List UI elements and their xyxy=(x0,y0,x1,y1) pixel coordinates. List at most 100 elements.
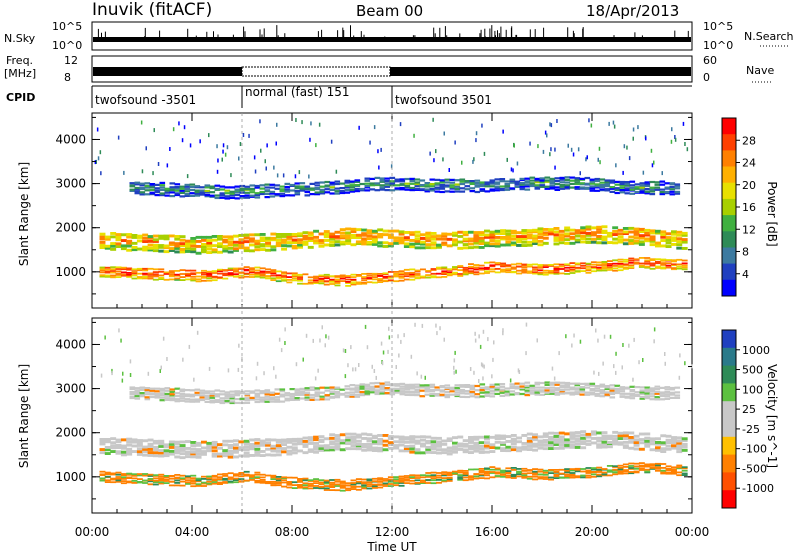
heatmap-cell xyxy=(569,388,576,391)
heatmap-cell xyxy=(339,234,346,238)
nsearch-tick-low: 10^0 xyxy=(703,39,733,52)
heatmap-cell xyxy=(500,473,507,476)
heatmap-cell xyxy=(309,188,316,191)
heatmap-cell xyxy=(394,384,401,387)
heatmap-sparse-cell xyxy=(475,138,477,143)
heatmap-sparse-cell xyxy=(222,143,225,148)
heatmap-cell xyxy=(622,466,629,468)
heatmap-cell xyxy=(462,450,469,454)
heatmap-cell xyxy=(526,475,533,478)
heatmap-cell xyxy=(174,387,181,390)
heatmap-cell xyxy=(484,272,490,274)
freq-tick-low: 8 xyxy=(64,71,71,84)
heatmap-cell xyxy=(259,233,266,236)
heatmap-cell xyxy=(532,266,539,269)
heatmap-cell xyxy=(158,445,165,448)
heatmap-cell xyxy=(359,187,366,191)
heatmap-cell xyxy=(227,472,234,475)
heatmap-sparse-cell xyxy=(443,337,445,342)
heatmap-cell xyxy=(214,399,221,402)
heatmap-cell xyxy=(617,441,624,445)
heatmap-cell xyxy=(147,451,154,454)
heatmap-cell xyxy=(307,450,314,453)
heatmap-sparse-cell xyxy=(169,147,171,151)
heatmap-cell xyxy=(479,395,486,398)
heatmap-sparse-cell xyxy=(122,371,124,376)
heatmap-cell xyxy=(441,480,448,483)
heatmap-cell xyxy=(126,437,133,441)
heatmap-cell xyxy=(452,450,458,454)
heatmap-cell xyxy=(459,187,466,190)
heatmap-cell xyxy=(504,180,511,183)
heatmap-cell xyxy=(584,382,591,385)
heatmap-cell xyxy=(259,276,266,279)
heatmap-cell xyxy=(436,267,442,270)
heatmap-sparse-cell xyxy=(550,147,552,152)
heatmap-cell xyxy=(534,186,541,189)
heatmap-cell xyxy=(377,477,384,480)
heatmap-cell xyxy=(319,398,326,401)
heatmap-cell xyxy=(596,466,603,469)
heatmap-sparse-cell xyxy=(335,169,338,174)
heatmap-cell xyxy=(474,190,481,194)
heatmap-cell xyxy=(275,440,282,444)
heatmap-cell xyxy=(516,272,523,275)
heatmap-cell xyxy=(654,188,661,191)
heatmap-cell xyxy=(681,262,688,265)
heatmap-cell xyxy=(206,475,213,478)
heatmap-cell xyxy=(314,388,321,391)
heatmap-cell xyxy=(168,249,175,252)
heatmap-cell xyxy=(371,434,378,438)
heatmap-cell xyxy=(548,478,555,481)
heatmap-cell xyxy=(628,472,635,475)
heatmap-sparse-cell xyxy=(371,364,373,369)
heatmap-sparse-cell xyxy=(537,144,539,149)
heatmap-cell xyxy=(664,186,671,189)
heatmap-cell xyxy=(484,472,490,475)
heatmap-cell xyxy=(279,400,286,403)
heatmap-cell xyxy=(345,442,352,445)
heatmap-cell xyxy=(509,385,516,388)
heatmap-cell xyxy=(596,475,603,478)
heatmap-cell xyxy=(414,391,421,394)
heatmap-cell xyxy=(270,236,277,240)
heatmap-cell xyxy=(254,398,261,401)
heatmap-cell xyxy=(660,233,667,237)
heatmap-sparse-cell xyxy=(572,152,575,157)
heatmap-cell xyxy=(420,275,426,278)
heatmap-cell xyxy=(264,391,271,394)
heatmap-cell xyxy=(238,276,245,279)
heatmap-cell xyxy=(314,181,321,184)
heatmap-cell xyxy=(548,228,555,231)
heatmap-cell xyxy=(609,190,616,193)
heatmap-cell xyxy=(163,246,170,250)
heatmap-cell xyxy=(574,388,581,391)
heatmap-cell xyxy=(379,177,386,180)
heatmap-cell xyxy=(371,483,378,486)
heatmap-cell xyxy=(671,436,677,439)
heatmap-cell xyxy=(548,441,555,445)
heatmap-cell xyxy=(349,188,356,191)
heatmap-cell xyxy=(439,389,446,392)
heatmap-cell xyxy=(334,235,341,239)
heatmap-cell xyxy=(307,279,314,282)
heatmap-sparse-cell xyxy=(373,125,376,130)
heatmap-cell xyxy=(334,187,341,190)
heatmap-cell xyxy=(429,189,436,192)
heatmap-cell xyxy=(462,474,469,477)
heatmap-cell xyxy=(414,441,421,445)
heatmap-sparse-cell xyxy=(199,139,201,144)
heatmap-cell xyxy=(334,275,341,277)
heatmap-cell xyxy=(164,189,171,192)
heatmap-cell xyxy=(270,474,277,477)
heatmap-cell xyxy=(521,231,528,235)
heatmap-sparse-cell xyxy=(474,338,477,343)
heatmap-cell xyxy=(302,445,309,448)
heatmap-cell xyxy=(665,264,672,267)
heatmap-cell xyxy=(638,438,645,441)
heatmap-cell xyxy=(199,396,206,399)
heatmap-cell xyxy=(454,389,461,392)
heatmap-cell xyxy=(604,179,611,182)
heatmap-cell xyxy=(366,485,373,487)
x-tick-label: 08:00 xyxy=(275,525,310,539)
